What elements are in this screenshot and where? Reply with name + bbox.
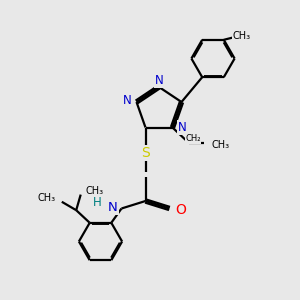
- Text: N: N: [154, 74, 164, 88]
- Text: CH₂: CH₂: [185, 134, 201, 143]
- Text: H: H: [93, 196, 102, 209]
- Text: CH₃: CH₃: [38, 193, 56, 203]
- Text: N: N: [123, 94, 131, 107]
- Text: N: N: [178, 121, 186, 134]
- Text: O: O: [175, 203, 186, 217]
- Text: CH₃: CH₃: [212, 140, 230, 150]
- Text: N: N: [108, 201, 118, 214]
- Text: S: S: [141, 146, 150, 160]
- Text: CH₃: CH₃: [233, 31, 251, 41]
- Text: CH₃: CH₃: [85, 186, 103, 196]
